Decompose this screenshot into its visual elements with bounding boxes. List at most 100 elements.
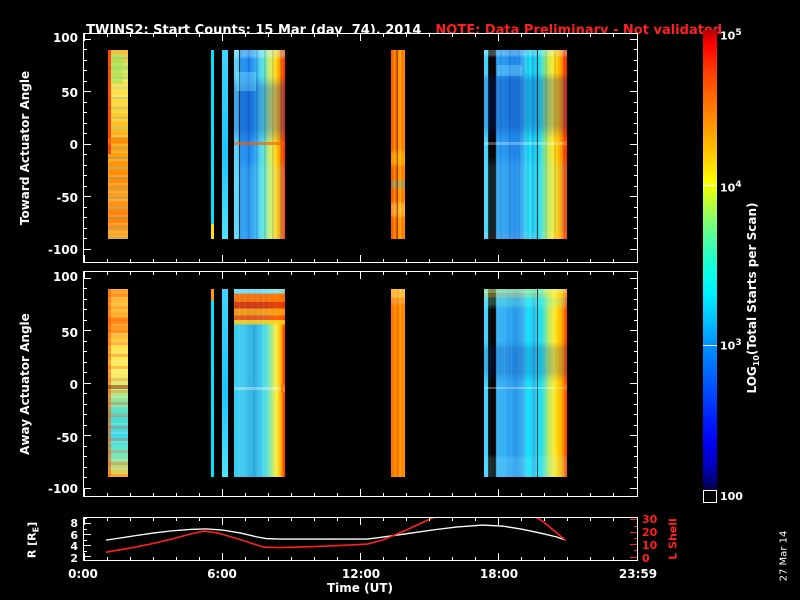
tick-mark [84, 528, 87, 530]
tick-mark [634, 403, 637, 405]
tick-mark [129, 272, 131, 275]
tick-mark [129, 518, 131, 521]
tick-mark [84, 217, 87, 219]
tick-mark [634, 227, 637, 229]
tick-mark [152, 557, 154, 560]
tick-mark [634, 80, 637, 82]
x-axis-label: Time (UT) [326, 581, 394, 595]
tick-mark [84, 351, 87, 353]
colorbar-tick-line [703, 345, 717, 346]
spectrogram-band [210, 49, 214, 239]
tick-mark [83, 518, 85, 525]
tick-mark [84, 545, 91, 547]
tick-mark [634, 164, 637, 166]
tick-mark [84, 70, 87, 72]
tick-mark [336, 34, 338, 37]
tick-mark [406, 493, 408, 496]
tick-mark [198, 259, 200, 262]
r-ytick-label: 6 [70, 529, 78, 542]
band-overlay [396, 49, 398, 239]
spectrogram-band [484, 288, 568, 477]
tick-mark [175, 259, 177, 262]
tick-mark [452, 557, 454, 560]
tick-mark [313, 272, 315, 275]
colorbar-underflow-box [703, 490, 717, 503]
tick-mark [429, 34, 431, 37]
tick-mark [244, 272, 246, 275]
x-tick-row [83, 488, 638, 496]
x-tick-row [83, 34, 638, 42]
tick-mark [634, 538, 637, 539]
tick-mark [84, 424, 87, 426]
tick-mark [360, 272, 361, 279]
lshell-ytick-label: 30 [642, 513, 658, 526]
tick-mark [152, 259, 154, 262]
spectrogram-band [107, 49, 128, 239]
tick-mark [244, 518, 246, 521]
tick-mark [634, 393, 637, 395]
tick-mark [630, 143, 637, 145]
tick-mark [313, 557, 315, 560]
band-overlay [107, 138, 128, 145]
tick-mark [84, 175, 87, 177]
tick-mark [475, 259, 477, 262]
tick-mark [84, 143, 91, 145]
tick-mark [475, 34, 477, 37]
tick-mark [613, 518, 615, 521]
tick-mark [84, 122, 87, 124]
y-tick-col [629, 272, 637, 496]
tick-mark [84, 319, 87, 321]
tick-mark [129, 493, 131, 496]
tick-mark [634, 340, 637, 342]
tick-mark [521, 34, 523, 37]
tick-mark [406, 34, 408, 37]
tick-mark [634, 217, 637, 219]
tick-mark [634, 238, 637, 240]
tick-mark [630, 544, 637, 546]
tick-mark [84, 556, 91, 558]
band-overlay [496, 64, 522, 76]
x-tick-row [83, 272, 638, 280]
tick-mark [636, 553, 638, 560]
spectrogram-band [210, 288, 214, 477]
orbit-line-panel [83, 517, 638, 561]
tick-mark [521, 259, 523, 262]
spectrogram-band [107, 288, 128, 477]
tick-mark [336, 557, 338, 560]
tick-mark [336, 518, 338, 521]
away-ytick-label: 0 [69, 378, 78, 392]
tick-mark [544, 493, 546, 496]
tick-mark [221, 255, 223, 262]
tick-mark [267, 259, 269, 262]
tick-mark [152, 34, 154, 37]
tick-mark [244, 259, 246, 262]
tick-mark [84, 38, 91, 40]
tick-mark [152, 272, 154, 275]
tick-mark [630, 38, 637, 40]
tick-mark [383, 493, 385, 496]
tick-mark [634, 550, 637, 552]
tick-mark [84, 330, 91, 332]
tick-mark [221, 553, 223, 560]
tick-mark [383, 34, 385, 37]
tick-mark [84, 185, 87, 187]
tick-mark [630, 519, 637, 521]
y-tick-col [84, 517, 92, 560]
y-tick-col [84, 272, 92, 496]
tick-mark [498, 255, 500, 262]
spectrogram-band [222, 288, 229, 477]
xtick-label: 23:59 [618, 567, 658, 581]
tick-mark [452, 34, 454, 37]
tick-mark [634, 122, 637, 124]
xtick-label: 0:00 [68, 567, 98, 581]
tick-mark [84, 477, 87, 479]
tick-mark [567, 493, 569, 496]
tick-mark [634, 525, 637, 527]
lshell-ytick-label: 10 [642, 539, 658, 552]
tick-mark [221, 518, 223, 525]
tick-mark [544, 259, 546, 262]
tick-mark [244, 34, 246, 37]
tick-mark [83, 255, 85, 262]
tick-mark [106, 259, 108, 262]
tick-mark [244, 493, 246, 496]
